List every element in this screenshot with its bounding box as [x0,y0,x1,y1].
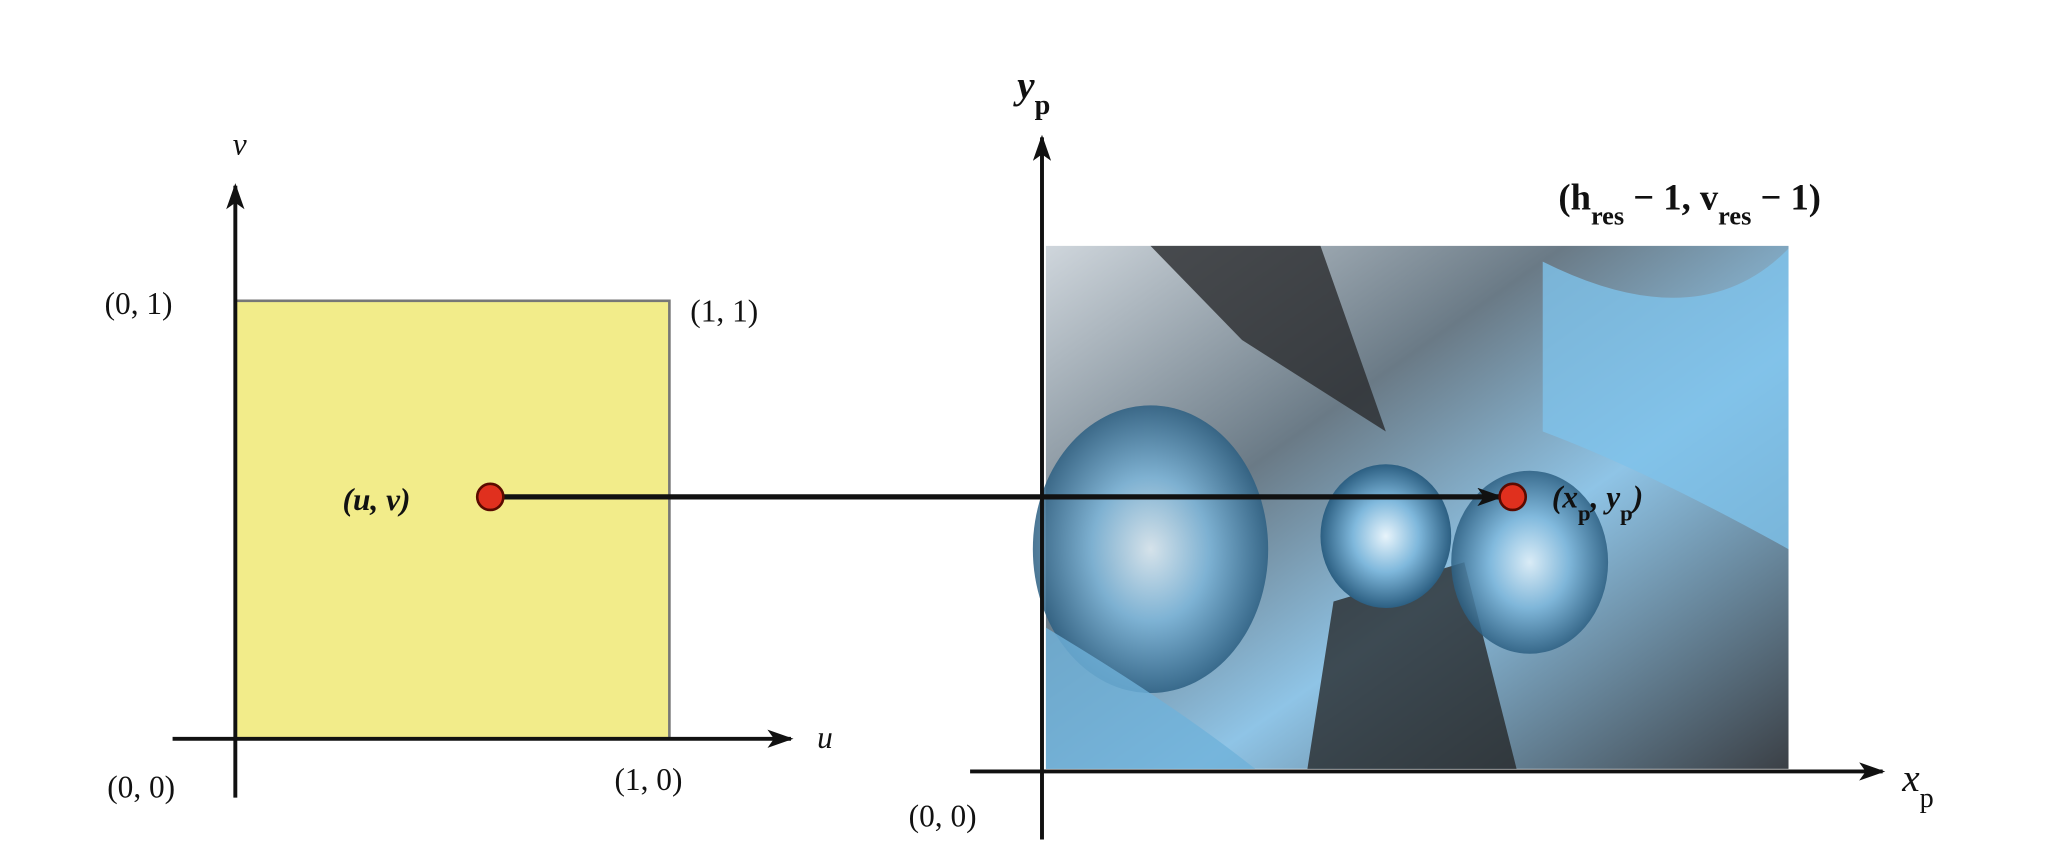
v-axis-label: v [233,126,247,161]
subscript: res [1591,201,1624,230]
corner-label: (0, 1) [105,286,173,321]
point [1500,484,1526,510]
corner-label: (1, 0) [614,762,682,797]
point [477,484,503,510]
label-part: , y [1590,479,1622,514]
xp-axis-label: xp [1901,757,1934,814]
label-part: (x [1552,479,1578,514]
label-part: − 1) [1751,176,1821,217]
diagram: v u (0, 1) (1, 1) (0, 0) (1, 0) (u, v) y… [0,0,2050,850]
corner-label: (0, 0) [107,770,175,805]
subscript: res [1718,201,1751,230]
corner-label: (0, 0) [909,798,977,833]
unit-square [235,301,669,739]
subscript: p [1578,500,1591,525]
subscript: p [1035,90,1051,121]
corner-label: (hres − 1, vres − 1) [1558,176,1821,230]
label-part: ) [1630,479,1643,514]
label-part: − 1, v [1624,176,1719,217]
yp-axis-label: yp [1013,64,1050,121]
u-axis-label: u [817,720,833,755]
label-part: x [1901,757,1920,800]
page: {"left_panel": { "axis_x_label": "u", "a… [0,0,2050,850]
label-part: (h [1558,176,1591,217]
corner-label: (1, 1) [690,294,758,329]
label-part: y [1013,64,1035,107]
subscript: p [1620,500,1633,525]
rendered-image [1033,246,1789,769]
point-label: (u, v) [343,482,411,517]
subscript: p [1920,783,1934,814]
